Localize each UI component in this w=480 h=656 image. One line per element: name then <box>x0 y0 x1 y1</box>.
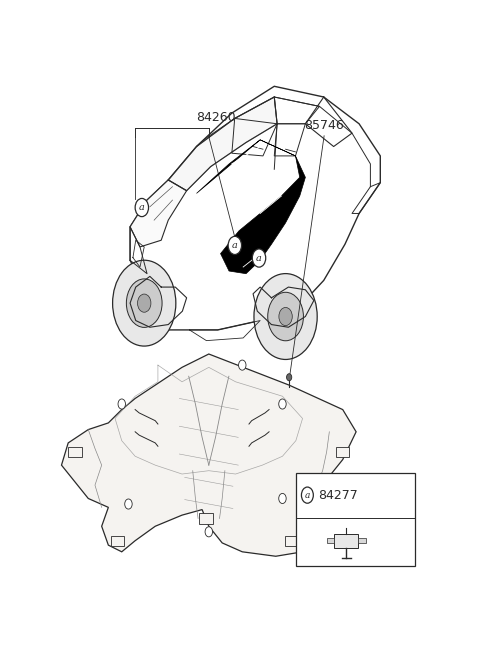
Bar <box>68 447 82 457</box>
Circle shape <box>113 260 176 346</box>
Text: 85746: 85746 <box>304 119 344 132</box>
Bar <box>111 536 124 546</box>
Polygon shape <box>168 97 277 191</box>
Text: 84260: 84260 <box>196 111 236 124</box>
Text: 84277: 84277 <box>319 489 358 502</box>
FancyBboxPatch shape <box>296 473 415 566</box>
Circle shape <box>125 499 132 509</box>
Bar <box>199 514 213 523</box>
Circle shape <box>279 493 286 504</box>
Polygon shape <box>61 354 356 556</box>
Circle shape <box>301 487 313 503</box>
Bar <box>285 536 299 546</box>
Polygon shape <box>130 180 187 247</box>
Bar <box>336 447 349 457</box>
Text: a: a <box>139 203 145 212</box>
Circle shape <box>254 274 317 359</box>
Text: a: a <box>305 491 310 500</box>
Circle shape <box>279 308 292 325</box>
Polygon shape <box>196 140 305 274</box>
Polygon shape <box>327 538 334 543</box>
Polygon shape <box>358 538 366 543</box>
Circle shape <box>138 294 151 312</box>
Circle shape <box>205 527 213 537</box>
Circle shape <box>279 399 286 409</box>
Circle shape <box>228 236 241 255</box>
Circle shape <box>239 360 246 370</box>
Circle shape <box>118 399 125 409</box>
Circle shape <box>287 374 292 380</box>
Text: a: a <box>232 241 238 250</box>
Polygon shape <box>334 535 358 548</box>
Circle shape <box>135 198 148 216</box>
Circle shape <box>126 279 162 327</box>
Circle shape <box>252 249 266 267</box>
Circle shape <box>268 293 303 340</box>
Text: a: a <box>256 253 262 262</box>
